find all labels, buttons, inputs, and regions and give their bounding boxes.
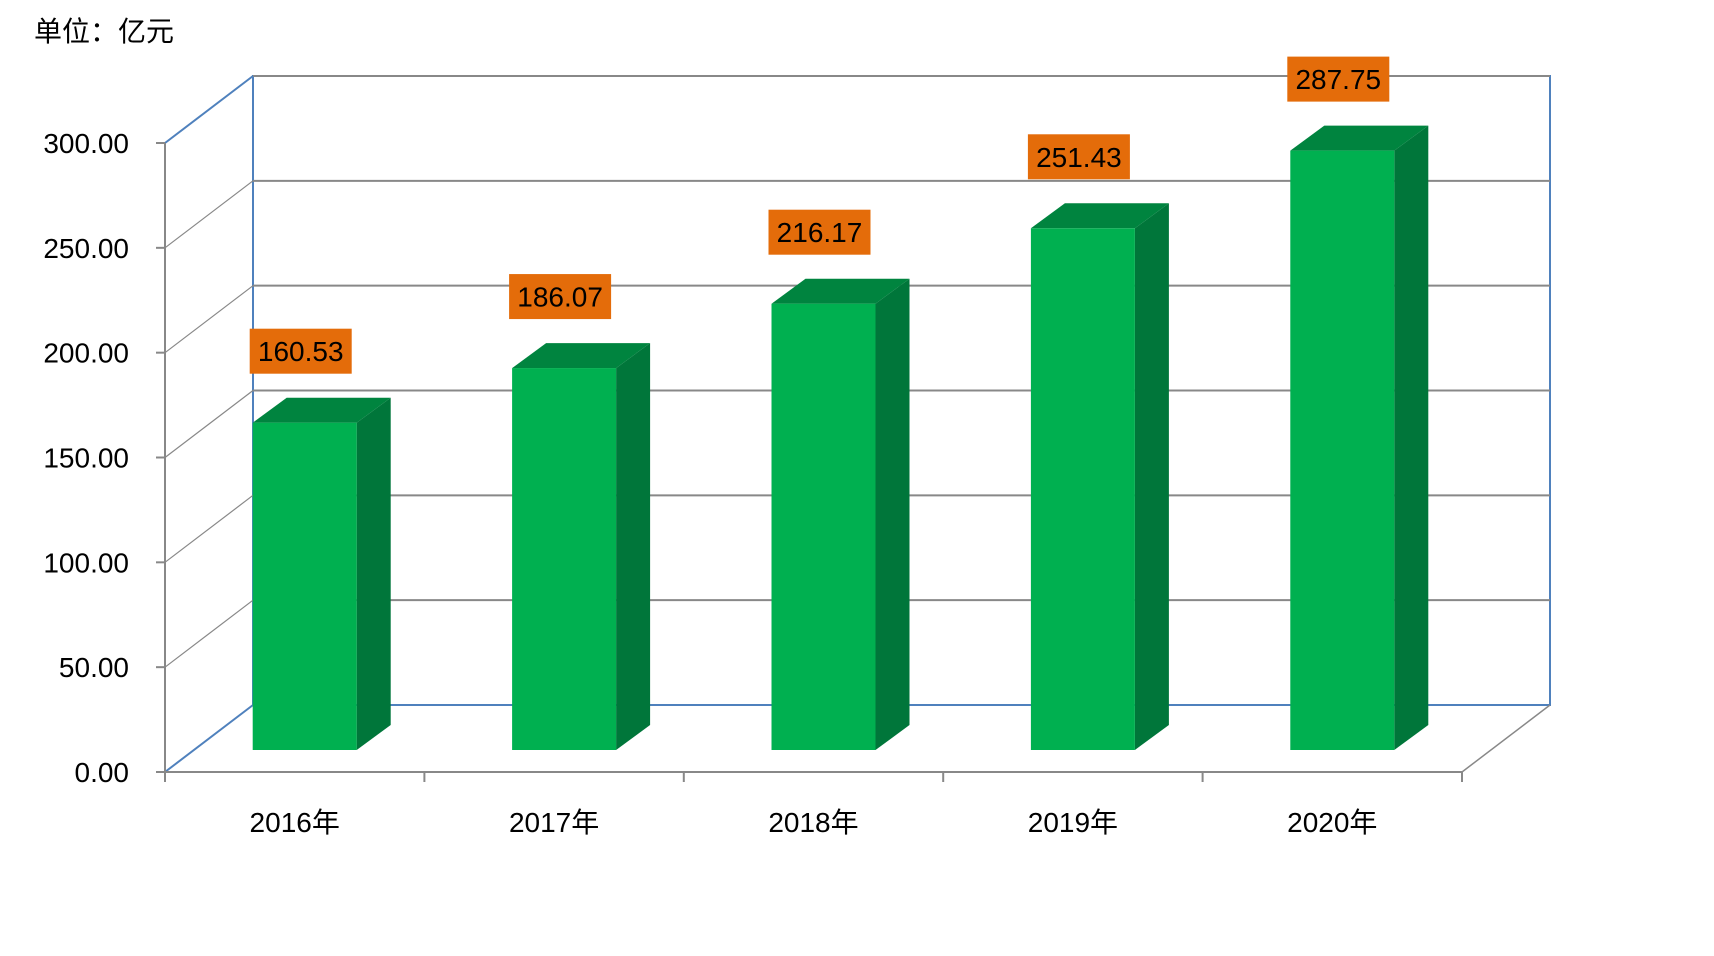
data-label: 160.53 <box>258 336 344 367</box>
bar-top <box>512 343 651 369</box>
unit-label: 单位：亿元 <box>34 15 175 48</box>
data-label-box <box>509 274 612 320</box>
side-wall-gridline <box>164 285 254 354</box>
x-tick-label: 2017年 <box>509 807 599 838</box>
bar-top <box>771 278 910 304</box>
bar-top <box>1030 203 1169 229</box>
y-tick-label: 0.00 <box>75 757 130 788</box>
x-tick-label: 2019年 <box>1028 807 1118 838</box>
bar-side <box>616 343 651 750</box>
y-tick-label: 300.00 <box>43 128 129 159</box>
data-label: 251.43 <box>1036 142 1122 173</box>
data-label-box <box>249 328 352 374</box>
data-label-box <box>768 209 871 255</box>
side-wall-gridline <box>164 494 254 563</box>
x-tick-label: 2018年 <box>768 807 858 838</box>
y-tick-label: 50.00 <box>59 652 129 683</box>
bar-top <box>252 397 391 423</box>
x-tick-label: 2016年 <box>250 807 340 838</box>
data-label-box <box>1287 56 1390 102</box>
bar-side <box>356 397 391 750</box>
data-label: 186.07 <box>517 282 603 313</box>
bar-top <box>1290 125 1429 151</box>
data-label: 287.75 <box>1295 64 1381 95</box>
bar <box>512 368 617 750</box>
bar-side <box>1134 203 1169 750</box>
side-wall-gridline <box>164 599 254 668</box>
side-wall-gridline <box>164 390 254 458</box>
bar <box>1290 150 1395 750</box>
y-tick-label: 200.00 <box>43 338 129 369</box>
side-wall-gridline <box>164 180 254 249</box>
y-tick-label: 100.00 <box>43 547 129 578</box>
side-wall-top-edge <box>164 75 254 144</box>
y-tick-label: 250.00 <box>43 233 129 264</box>
bar-side <box>875 278 910 750</box>
data-label-box <box>1027 134 1130 180</box>
side-wall-bottom-edge <box>164 704 254 773</box>
y-tick-label: 150.00 <box>43 443 129 474</box>
data-label: 216.17 <box>777 217 863 248</box>
bar <box>1030 228 1135 750</box>
floor-right-edge <box>1461 704 1551 773</box>
x-tick-label: 2020年 <box>1287 807 1377 838</box>
bar <box>252 422 357 750</box>
bar <box>771 303 876 750</box>
bar-side <box>1394 125 1429 750</box>
